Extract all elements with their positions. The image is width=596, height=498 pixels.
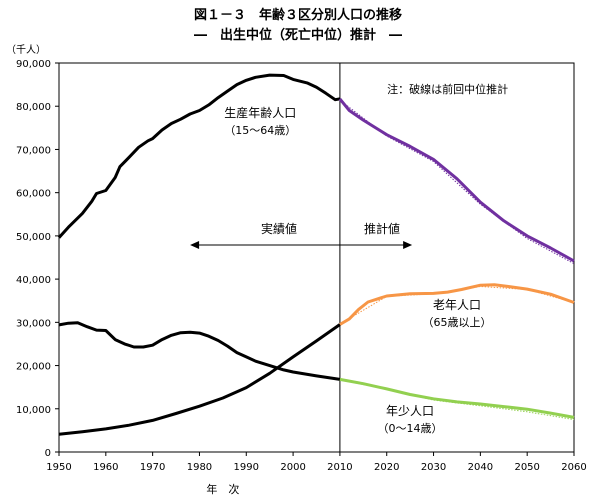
- x-tick-label: 2060: [561, 462, 586, 473]
- series-range-label: （65歳以上）: [422, 316, 491, 329]
- series-actual-line: [57, 73, 341, 239]
- series-range-label: （15～64歳）: [224, 124, 296, 137]
- series-projection-line: [339, 283, 575, 326]
- x-axis-label: 年 次: [206, 482, 239, 496]
- y-tick-label: 60,000: [16, 189, 51, 200]
- x-tick-label: 2020: [374, 462, 399, 473]
- x-tick-label: 2000: [280, 462, 305, 473]
- y-tick-label: 80,000: [16, 102, 51, 113]
- y-tick-label: 30,000: [16, 318, 51, 329]
- series-projection-line: [338, 97, 575, 263]
- x-tick-label: 1980: [187, 462, 212, 473]
- chart-subtitle: ― 出生中位（死亡中位）推計 ―: [193, 28, 402, 43]
- series-name-label: 生産年齢人口: [224, 105, 296, 120]
- x-tick-label: 2050: [514, 462, 539, 473]
- x-tick-label: 1950: [46, 462, 71, 473]
- y-tick-label: 90,000: [16, 59, 51, 70]
- x-tick-label: 1990: [234, 462, 259, 473]
- note-annotation: 注：破線は前回中位推計: [387, 82, 508, 96]
- x-tick-label: 2040: [468, 462, 493, 473]
- chart-title: 図１－３ 年齢３区分別人口の推移: [193, 8, 402, 23]
- y-tick-label: 50,000: [16, 232, 51, 243]
- axes: 1950 1960 1970 1980 1990 2000 2010 2020 2030 2040…: [6, 44, 587, 496]
- y-tick-label: 70,000: [16, 145, 51, 156]
- series-projection-line: [339, 377, 575, 419]
- arrow-head-right: [403, 240, 413, 249]
- y-tick-label: 40,000: [16, 275, 51, 286]
- labels: 生産年齢人口 （15～64歳） 老年人口 （65歳以上） 年少人口 （0～14歳） 注：破線…: [190, 82, 508, 435]
- x-tick-label: 1960: [93, 462, 118, 473]
- y-tick-label: 20,000: [16, 362, 51, 373]
- series-name-label: 老年人口: [433, 298, 481, 312]
- series-previous-line: [339, 285, 575, 325]
- series-previous-line: [339, 99, 575, 265]
- series-range-label: （0～14歳）: [378, 422, 443, 435]
- plot-frame: [58, 62, 575, 453]
- series-name-label: 年少人口: [386, 404, 434, 418]
- arrow-head-left: [190, 240, 200, 249]
- y-tick-label: 0: [45, 448, 51, 459]
- x-tick-label: 2030: [421, 462, 446, 473]
- projected-annotation: 推計値: [364, 221, 400, 236]
- y-tick-label: 10,000: [16, 405, 51, 416]
- series-lines: [57, 73, 575, 436]
- x-tick-label: 2010: [327, 462, 352, 473]
- actual-annotation: 実績値: [261, 221, 297, 236]
- series-actual-line: [58, 323, 341, 436]
- series-actual-line: [58, 321, 341, 381]
- x-tick-label: 1970: [140, 462, 165, 473]
- y-axis-label: （千人）: [6, 44, 46, 56]
